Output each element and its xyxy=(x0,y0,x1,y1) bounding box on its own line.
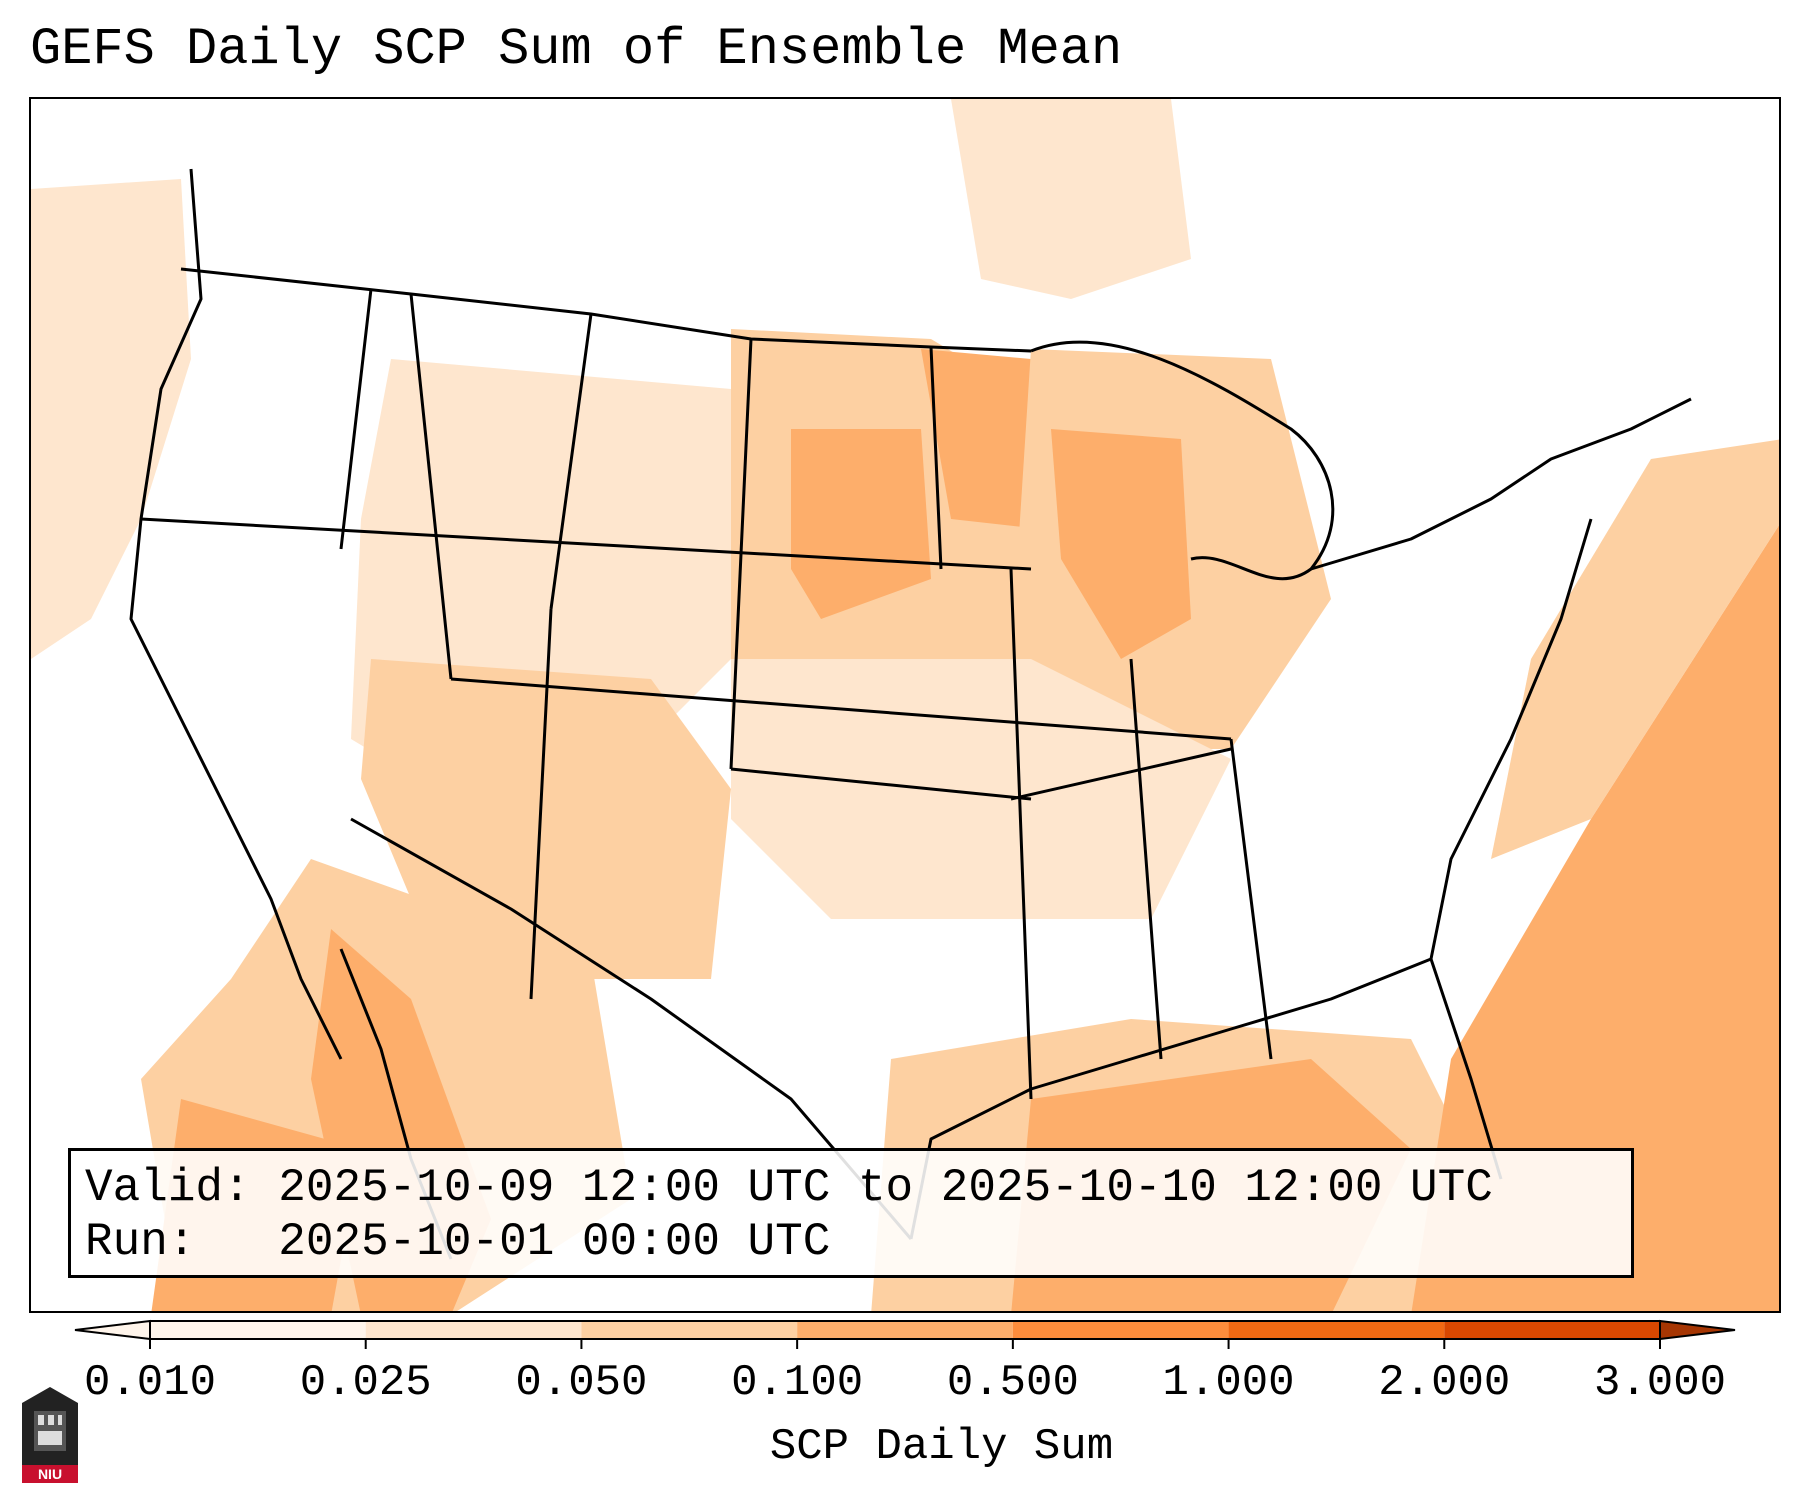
scp-shading xyxy=(31,99,1779,1311)
run-value: 2025-10-01 00:00 UTC xyxy=(278,1216,831,1268)
shade-pacific xyxy=(31,179,191,659)
west-coast xyxy=(129,168,343,1060)
state-lines-3 xyxy=(529,568,1273,1100)
map-panel xyxy=(29,97,1781,1313)
colorbar-extend-high xyxy=(1659,1319,1736,1341)
colorbar-segment xyxy=(1444,1321,1660,1339)
shade-minnesota xyxy=(921,349,1041,529)
scp-map xyxy=(31,99,1779,1311)
colorbar-label: SCP Daily Sum xyxy=(769,1422,1114,1472)
colorbar-tick-label: 0.010 xyxy=(83,1358,217,1408)
valid-label: Valid: xyxy=(85,1162,251,1214)
info-box: Valid: 2025-10-09 12:00 UTC to 2025-10-1… xyxy=(68,1148,1634,1278)
shade-atlantic xyxy=(1411,525,1779,1311)
east-coast xyxy=(1429,518,1593,1180)
colorbar-tick-label: 1.000 xyxy=(1162,1358,1295,1408)
colorbar-segment xyxy=(581,1321,798,1339)
us-canada-border xyxy=(180,267,1032,353)
colorbar-extend-low xyxy=(74,1319,151,1341)
chart-title: GEFS Daily SCP Sum of Ensemble Mean xyxy=(30,20,1123,79)
logo-text: NIU xyxy=(38,1466,62,1482)
gulf-coast xyxy=(909,957,1432,1240)
colorbar-segment xyxy=(365,1321,582,1339)
run-label: Run: xyxy=(85,1216,196,1268)
mexico-border xyxy=(350,817,913,1240)
northeast-coast xyxy=(1310,397,1692,571)
colorbar-segment xyxy=(1012,1321,1229,1339)
valid-value: 2025-10-09 12:00 UTC to 2025-10-10 12:00… xyxy=(278,1162,1493,1214)
colorbar-tick-label: 3.000 xyxy=(1593,1358,1727,1408)
shade-wisconsin xyxy=(1051,429,1191,659)
colorbar-tick-label: 2.000 xyxy=(1378,1358,1511,1408)
colorbar-outline xyxy=(149,1320,1661,1340)
shade-canada xyxy=(951,99,1191,299)
state-lines-2 xyxy=(140,517,1232,801)
great-lakes xyxy=(1030,340,1335,581)
colorbar xyxy=(74,1319,1736,1349)
colorbar-segment xyxy=(1228,1321,1445,1339)
colorbar-tick-label: 0.025 xyxy=(299,1358,432,1408)
shade-atlantic-edge xyxy=(1491,439,1779,859)
colorbar-tick-label: 0.500 xyxy=(946,1358,1079,1408)
shade-dakota-core xyxy=(791,429,931,619)
niu-logo: NIU xyxy=(22,1387,78,1483)
colorbar-tick-label: 0.100 xyxy=(731,1358,864,1408)
colorbar-segment xyxy=(150,1321,366,1339)
colorbar-segment xyxy=(797,1321,1013,1339)
borders xyxy=(129,168,1692,1260)
colorbar-tick-label: 0.050 xyxy=(515,1358,648,1408)
shade-central xyxy=(731,659,1231,919)
shade-four-corners xyxy=(361,659,731,979)
